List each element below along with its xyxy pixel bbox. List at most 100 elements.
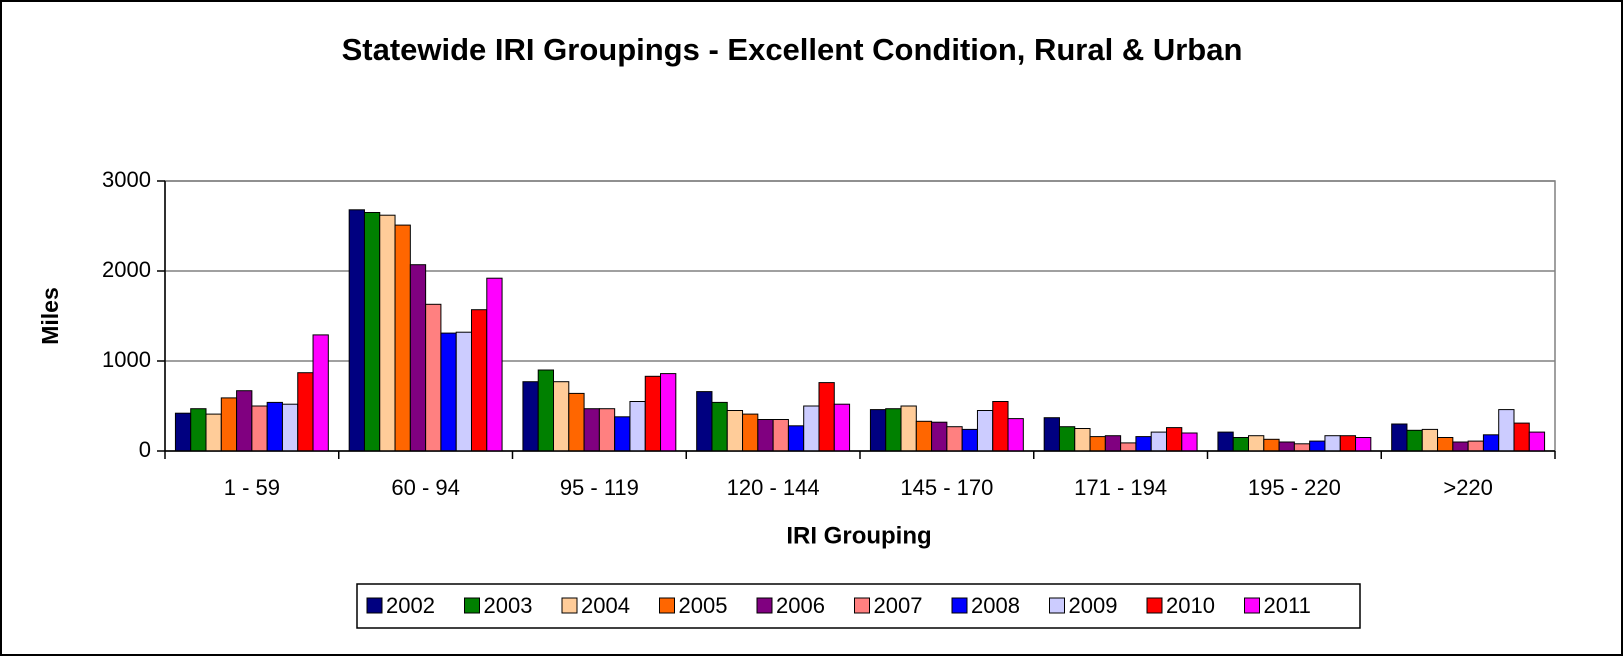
x-tick-label: >220	[1443, 475, 1493, 500]
bar	[900, 405, 917, 452]
bar	[1217, 431, 1234, 452]
bar	[1421, 428, 1439, 452]
y-tick-label: 3000	[102, 167, 151, 192]
legend-label: 2006	[776, 593, 825, 618]
legend-swatch	[951, 597, 968, 614]
x-tick-label: 171 - 194	[1074, 475, 1167, 500]
bar	[470, 309, 488, 452]
bar	[553, 381, 570, 452]
bar	[1007, 418, 1024, 452]
bar	[568, 392, 585, 452]
bar	[1528, 431, 1546, 452]
bar	[757, 419, 774, 452]
legend-swatch	[854, 597, 870, 614]
bar	[1324, 435, 1341, 452]
bar	[266, 401, 283, 452]
bar	[629, 401, 646, 452]
bar	[614, 416, 631, 452]
legend-swatch	[561, 597, 578, 614]
y-axis-title: Miles	[37, 287, 63, 345]
legend-swatch	[1146, 597, 1163, 614]
legend-label: 2010	[1166, 593, 1215, 618]
bar	[205, 413, 222, 452]
legend-swatch	[659, 597, 675, 614]
bar	[583, 408, 600, 452]
legend-label: 2008	[971, 593, 1020, 618]
bar	[363, 212, 381, 452]
legend-swatch	[756, 597, 773, 614]
bar	[946, 426, 963, 452]
bar	[772, 419, 789, 452]
bar	[726, 410, 744, 452]
legend-swatch	[1049, 597, 1065, 614]
bar	[394, 224, 411, 452]
bar	[1150, 431, 1167, 452]
bar	[992, 401, 1009, 452]
bar	[537, 369, 555, 452]
bar	[1513, 422, 1530, 452]
bar	[976, 410, 994, 452]
bar	[174, 412, 192, 452]
y-tick-label: 2000	[102, 257, 151, 282]
bar	[803, 405, 820, 452]
x-axis-title: IRI Grouping	[786, 522, 931, 549]
bar	[1135, 436, 1152, 452]
bar	[1232, 437, 1250, 452]
bar	[1467, 440, 1484, 452]
legend-label: 2011	[1264, 593, 1311, 618]
bar	[1278, 441, 1295, 452]
bar	[1104, 435, 1122, 452]
legend-label: 2009	[1069, 593, 1118, 618]
bar	[1089, 436, 1106, 452]
bar	[1498, 409, 1515, 452]
bar	[961, 428, 978, 452]
bar	[312, 334, 329, 452]
bar	[281, 403, 299, 452]
x-tick-label: 60 - 94	[391, 475, 460, 500]
bar	[598, 408, 616, 452]
y-tick-label: 0	[139, 437, 151, 462]
bar	[742, 413, 759, 452]
bar	[711, 401, 728, 452]
bar	[1309, 440, 1326, 452]
bar	[1181, 432, 1198, 452]
bar	[1074, 428, 1091, 452]
bar	[696, 391, 713, 452]
bar	[1263, 438, 1280, 452]
bar	[1437, 437, 1454, 452]
bar	[251, 405, 268, 452]
legend-swatch	[1244, 597, 1260, 614]
bar	[220, 397, 238, 452]
x-tick-label: 145 - 170	[900, 475, 993, 500]
bar	[1058, 426, 1076, 452]
bar	[818, 382, 835, 452]
bar	[833, 403, 851, 452]
bar	[1293, 443, 1311, 452]
legend-label: 2007	[874, 593, 923, 618]
bar	[931, 421, 948, 452]
bar	[1452, 441, 1469, 452]
bar	[885, 408, 902, 452]
bar	[455, 331, 472, 452]
bar	[1248, 435, 1265, 452]
chart-title: Statewide IRI Groupings - Excellent Cond…	[342, 32, 1243, 67]
bar	[236, 390, 253, 452]
bar	[1339, 435, 1357, 452]
bar	[1355, 437, 1372, 452]
y-tick-label: 1000	[102, 347, 151, 372]
bar	[869, 409, 887, 452]
bar	[1165, 427, 1183, 452]
bar	[660, 373, 677, 452]
legend-swatch	[464, 597, 480, 614]
bar	[522, 381, 539, 452]
x-tick-label: 1 - 59	[224, 475, 280, 500]
legend-label: 2005	[679, 593, 728, 618]
bar	[425, 303, 442, 452]
legend-swatch	[366, 597, 383, 614]
bar	[348, 209, 365, 452]
bar	[787, 425, 805, 452]
bar	[440, 332, 457, 452]
bar	[1391, 423, 1408, 452]
